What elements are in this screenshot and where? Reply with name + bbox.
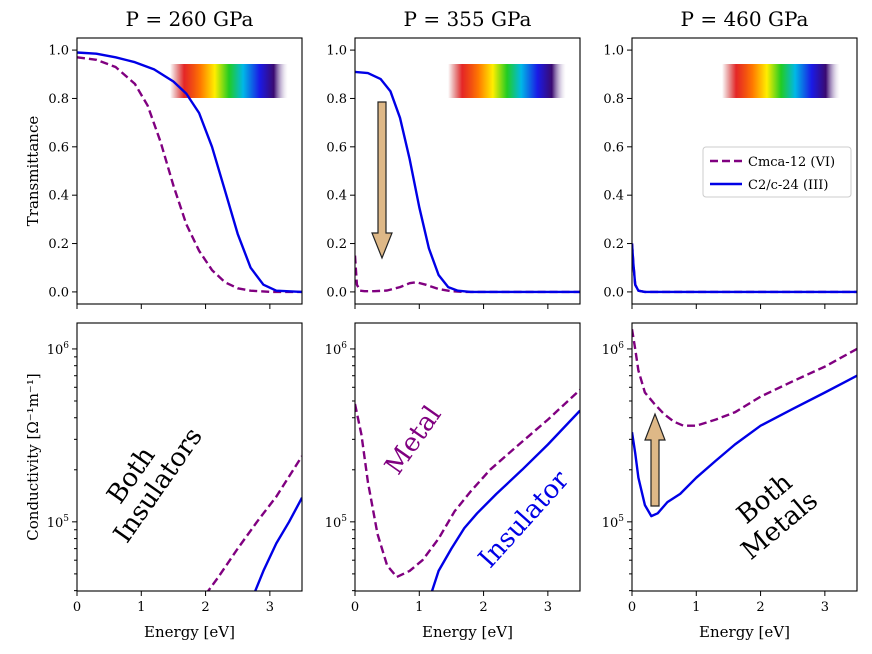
x-tick-label: 2 xyxy=(756,600,764,615)
y-tick-label-bottom: 105 xyxy=(325,514,348,531)
conductivity-line-c2c-0 xyxy=(253,497,302,591)
legend-label-c2c: C2/c-24 (III) xyxy=(748,178,829,193)
axes-frame-top-0 xyxy=(76,37,303,305)
y-tick-label-top: 0.8 xyxy=(603,92,624,107)
conductivity-line-cmca-0 xyxy=(206,455,302,591)
x-tick-label: 3 xyxy=(544,600,552,615)
y-tick-label-top: 1.0 xyxy=(326,44,347,59)
transmittance-line-c2c-2 xyxy=(632,243,857,294)
x-tick-label: 1 xyxy=(415,600,423,615)
x-tick-label: 1 xyxy=(137,600,145,615)
decrease-arrow xyxy=(371,101,393,260)
x-axis-title-2: Energy [eV] xyxy=(699,623,790,641)
y-tick-label-bottom: 106 xyxy=(47,341,70,358)
transmittance-line-cmca-2 xyxy=(632,243,857,294)
y-tick-label-top: 0.4 xyxy=(48,189,69,204)
panel-title-0: P = 260 GPa xyxy=(126,7,254,31)
y-tick-label-top: 0.8 xyxy=(48,92,69,107)
increase-arrow xyxy=(644,412,666,507)
y-tick-label-top: 0.2 xyxy=(603,237,624,252)
conductivity-line-c2c-1 xyxy=(430,409,580,591)
x-tick-label: 0 xyxy=(628,600,636,615)
y-tick-label-top: 0.0 xyxy=(326,285,347,300)
x-tick-label: 3 xyxy=(266,600,274,615)
y-tick-label-top: 0.4 xyxy=(603,189,624,204)
panel-title-2: P = 460 GPa xyxy=(681,7,809,31)
y-tick-label-bottom: 105 xyxy=(602,514,625,531)
axes-frame-top-2 xyxy=(631,37,858,305)
y-tick-label-bottom: 106 xyxy=(325,341,348,358)
spectrum-bar-2 xyxy=(722,64,840,98)
y-tick-label-top: 1.0 xyxy=(603,44,624,59)
transmittance-line-c2c-1 xyxy=(355,70,580,294)
x-tick-label: 2 xyxy=(479,600,487,615)
y-tick-label-top: 0.6 xyxy=(48,140,69,155)
y-tick-label-top: 0.2 xyxy=(48,237,69,252)
transmittance-line-cmca-0 xyxy=(77,56,302,294)
legend-label-cmca: Cmca-12 (VI) xyxy=(748,155,835,170)
spectrum-bar-0 xyxy=(170,64,288,98)
annotation-insulator: Insulator xyxy=(473,465,576,574)
y-tick-label-top: 0.4 xyxy=(326,189,347,204)
conductivity-line-cmca-1 xyxy=(355,388,580,579)
y-tick-label-top: 1.0 xyxy=(48,44,69,59)
transmittance-line-cmca-1 xyxy=(355,255,580,294)
axes-frame-bottom-1 xyxy=(354,322,581,592)
chart-content: 0 1 2 3 0.0 0.2 0.4 0.6 0.8 1.0 105 106 0 1 2 3 0.0 0.2 0.… xyxy=(47,44,857,615)
y-tick-label-top: 0.2 xyxy=(326,237,347,252)
x-tick-label: 2 xyxy=(201,600,209,615)
x-tick-label: 1 xyxy=(692,600,700,615)
y-tick-label-top: 0.6 xyxy=(603,140,624,155)
panel-title-1: P = 355 GPa xyxy=(404,7,532,31)
y-tick-label-bottom: 106 xyxy=(602,341,625,358)
y-tick-label-bottom: 105 xyxy=(47,514,70,531)
axes-frame-bottom-2 xyxy=(631,322,858,592)
annotation-metal: Metal xyxy=(379,401,447,481)
y-tick-label-top: 0.0 xyxy=(603,285,624,300)
x-tick-label: 0 xyxy=(73,600,81,615)
spectrum-bar-1 xyxy=(448,64,566,98)
y-tick-label-top: 0.8 xyxy=(326,92,347,107)
conductivity-line-cmca-2 xyxy=(632,329,857,427)
y-axis-title-transmittance: Transmittance xyxy=(24,116,42,227)
conductivity-line-c2c-2 xyxy=(632,374,857,518)
x-axis-title-1: Energy [eV] xyxy=(422,623,513,641)
axes-frame-bottom-0 xyxy=(76,322,303,592)
y-tick-label-top: 0.0 xyxy=(48,285,69,300)
legend: Cmca-12 (VI) C2/c-24 (III) xyxy=(702,146,852,198)
y-axis-title-conductivity: Conductivity [Ω⁻¹m⁻¹] xyxy=(24,373,42,540)
x-tick-label: 0 xyxy=(351,600,359,615)
x-axis-title-0: Energy [eV] xyxy=(144,623,235,641)
y-tick-label-top: 0.6 xyxy=(326,140,347,155)
x-tick-label: 3 xyxy=(821,600,829,615)
axes-frame-top-1 xyxy=(354,37,581,305)
transmittance-line-c2c-0 xyxy=(77,51,302,294)
